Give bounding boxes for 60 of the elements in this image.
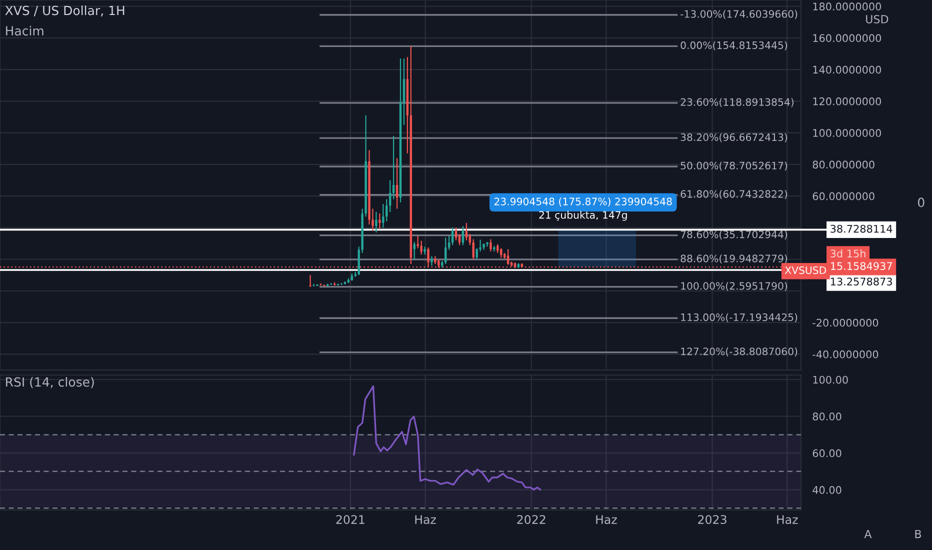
annotation: XVSUSD xyxy=(784,266,826,274)
ref-line-label: 0.00%(154.8153445) xyxy=(680,41,788,50)
candlestick xyxy=(448,235,450,250)
ref-line-label: 113.00%(-17.1934425) xyxy=(681,313,798,322)
text: USD xyxy=(866,14,888,24)
y-tick-label: 80.0000000 xyxy=(812,160,874,169)
y-tick-label: 40.00 xyxy=(812,486,842,494)
y-tick-label: 120.0000000 xyxy=(813,97,882,106)
ref-line-label: 127.20%(-38.8087060) xyxy=(681,347,798,356)
text: 3d 15h xyxy=(830,249,866,258)
y-tick-label: 100.00 xyxy=(813,376,848,384)
ref-line-label: 100.00%(2.5951790) xyxy=(681,282,788,291)
x-tick-label: Haz xyxy=(596,515,617,524)
y-tick-label: -40.0000000 xyxy=(812,350,878,358)
candlestick xyxy=(382,203,384,228)
annotation: Hacim xyxy=(6,26,44,36)
y-tick-label: 60.00 xyxy=(812,449,842,458)
ref-line-label: 50.00%(78.7052617) xyxy=(680,162,788,171)
y-tick-label: 60.0000000 xyxy=(812,192,874,200)
candlestick xyxy=(490,238,492,252)
x-tick-label: 2021 xyxy=(336,515,364,524)
candlestick xyxy=(402,58,406,126)
candlestick xyxy=(416,235,419,249)
annotation: 23.9904548 (175.87%) 239904548 xyxy=(494,198,672,207)
ref-line-label: 13.2578873 xyxy=(830,278,892,286)
y-tick-label: 180.0000000 xyxy=(813,2,882,10)
candlestick xyxy=(392,135,395,200)
x-tick-label: Haz xyxy=(415,515,436,524)
candlestick xyxy=(375,211,378,233)
y-tick-label: 140.0000000 xyxy=(813,66,882,74)
candlestick xyxy=(430,256,433,266)
ref-line-label: 78.60%(35.1702944) xyxy=(680,230,788,240)
x-tick-label: 2023 xyxy=(698,515,726,524)
annotation: 21 çubukta, 147g xyxy=(539,210,627,221)
y-tick-label: 80.00 xyxy=(812,412,842,420)
candlestick xyxy=(312,283,315,288)
ref-line-label: -13.00%(174.6039660) xyxy=(680,10,798,19)
text: 0 xyxy=(918,198,924,208)
candlestick xyxy=(506,248,510,266)
y-tick-label: -20.0000000 xyxy=(812,318,878,327)
candlestick xyxy=(500,248,502,258)
y-tick-label: 100.0000000 xyxy=(813,129,882,137)
chart-title: RSI (14, close) xyxy=(6,377,94,388)
candlestick xyxy=(444,237,447,265)
ref-line-label: 61.80%(60.7432822) xyxy=(680,190,788,200)
chart-title: XVS / US Dollar, 1H xyxy=(5,6,124,16)
ref-line-label: 88.60%(19.9482779) xyxy=(680,254,788,264)
x-tick-label: Haz xyxy=(777,515,798,524)
ref-line-label: 23.60%(118.8913854) xyxy=(680,98,794,108)
text: B xyxy=(915,530,922,538)
x-tick-label: 2022 xyxy=(517,515,546,524)
candlestick xyxy=(424,246,426,256)
ref-line-label: 38.20%(96.6672413) xyxy=(680,133,788,142)
candlestick xyxy=(420,240,422,256)
y-tick-label: 160.0000000 xyxy=(813,34,882,42)
candlestick xyxy=(378,212,381,230)
line-series xyxy=(353,385,542,490)
ref-line-label: 38.7288114 xyxy=(830,224,892,233)
ref-line-label: 15.1584937 xyxy=(830,262,892,270)
text: A xyxy=(864,530,872,538)
